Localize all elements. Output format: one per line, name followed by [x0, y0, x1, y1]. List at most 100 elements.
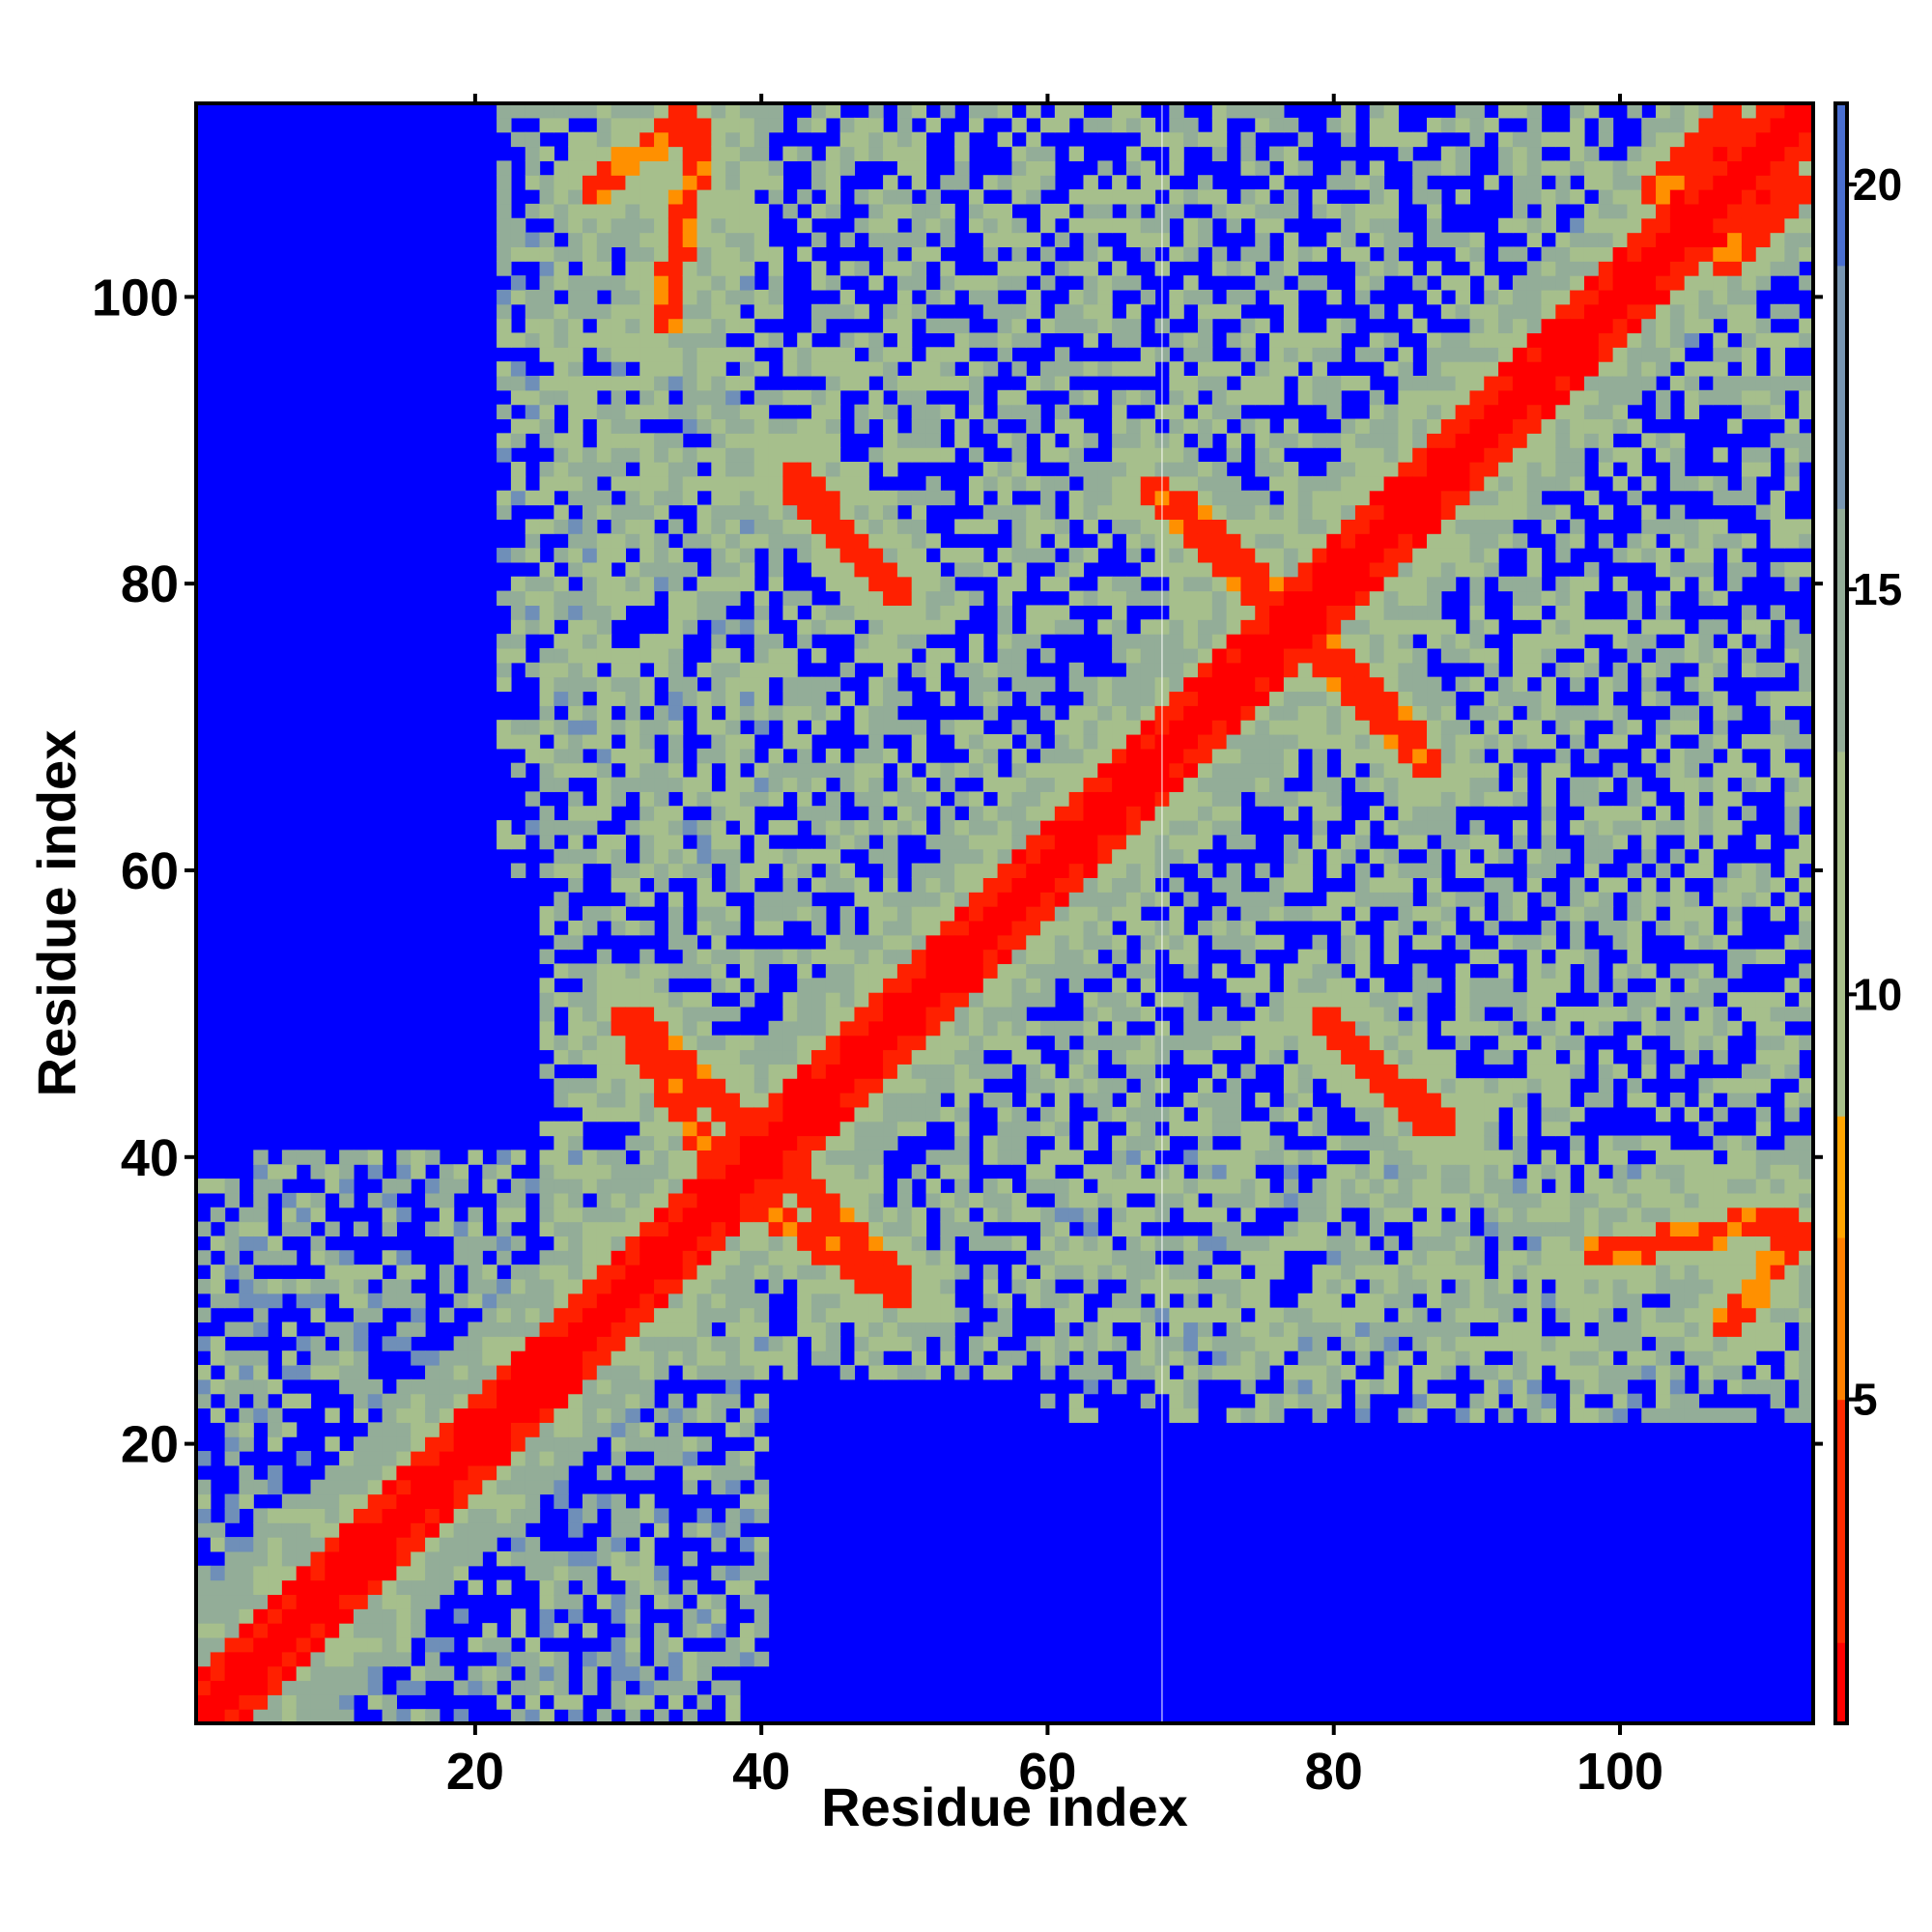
heatmap-cell [1068, 318, 1085, 334]
heatmap-cell [1226, 389, 1242, 406]
heatmap-cell [1068, 1250, 1085, 1265]
heatmap-cell [425, 1493, 440, 1509]
heatmap-cell [453, 1293, 469, 1309]
heatmap-cell [997, 634, 1012, 649]
heatmap-cell [668, 1020, 684, 1037]
heatmap-cell [525, 375, 541, 391]
heatmap-cell [711, 232, 726, 248]
heatmap-cell [854, 590, 869, 607]
heatmap-cell [1197, 1179, 1213, 1194]
heatmap-cell [468, 1436, 483, 1452]
heatmap-cell [582, 1006, 598, 1022]
heatmap-cell [497, 1550, 512, 1567]
heatmap-cell [468, 1236, 483, 1251]
heatmap-cell [639, 748, 655, 764]
heatmap-cell [797, 347, 812, 362]
heatmap-cell [753, 1192, 770, 1208]
heatmap-cell [883, 877, 898, 893]
heatmap-cell [1269, 777, 1285, 792]
heatmap-cell [911, 203, 927, 219]
heatmap-cell [825, 576, 841, 592]
heatmap-cell [639, 1278, 655, 1294]
heatmap-cell [1125, 1236, 1142, 1251]
heatmap-cell [611, 777, 627, 792]
heatmap-cell [625, 318, 640, 334]
heatmap-cell [997, 647, 1012, 664]
heatmap-cell [1326, 992, 1342, 1008]
heatmap-cell [696, 475, 712, 492]
heatmap-cell [1026, 404, 1041, 420]
heatmap-cell [1383, 361, 1399, 377]
heatmap-cell [525, 404, 541, 420]
heatmap-cell [1240, 1378, 1256, 1395]
heatmap-cell [896, 261, 913, 276]
heatmap-cell [596, 1006, 612, 1022]
heatmap-cell [968, 389, 984, 406]
heatmap-cell [1183, 1307, 1199, 1323]
heatmap-cell [940, 647, 955, 664]
heatmap-cell [1369, 848, 1385, 865]
heatmap-cell [554, 1364, 569, 1380]
heatmap-cell [725, 160, 741, 176]
heatmap-cell [196, 1221, 212, 1237]
heatmap-cell [1354, 748, 1371, 764]
heatmap-cell [411, 1307, 426, 1323]
heatmap-cell [1211, 1264, 1228, 1280]
heatmap-cell [539, 189, 554, 205]
heatmap-cell [310, 1709, 326, 1724]
heatmap-cell [768, 1064, 783, 1079]
heatmap-cell [696, 1651, 712, 1667]
heatmap-cell [325, 1264, 340, 1280]
heatmap-cell [1383, 848, 1399, 865]
heatmap-cell [554, 1436, 569, 1452]
heatmap-cell [210, 1236, 226, 1251]
heatmap-cell [510, 217, 526, 234]
heatmap-cell [1297, 605, 1314, 620]
heatmap-cell [696, 1093, 712, 1108]
heatmap-cell [1054, 1121, 1070, 1137]
heatmap-cell [568, 1264, 583, 1280]
heatmap-cell [1297, 433, 1314, 448]
heatmap-cell [1169, 662, 1184, 678]
heatmap-cell [1140, 834, 1156, 850]
heatmap-cell [997, 131, 1012, 148]
heatmap-cell [453, 1236, 469, 1251]
heatmap-cell [654, 978, 669, 993]
heatmap-cell [239, 1680, 254, 1695]
heatmap-cell [1326, 791, 1342, 807]
heatmap-cell [1312, 433, 1327, 448]
heatmap-cell [1097, 217, 1113, 234]
heatmap-cell [1269, 361, 1285, 377]
heatmap-cell [1312, 375, 1327, 391]
heatmap-cell [725, 1293, 741, 1309]
heatmap-cell [325, 1321, 340, 1337]
heatmap-cell [811, 1078, 827, 1094]
heatmap-cell [625, 418, 640, 434]
heatmap-cell [596, 1464, 612, 1481]
heatmap-cell [582, 146, 598, 161]
heatmap-cell [525, 1464, 541, 1481]
heatmap-cell [725, 1192, 741, 1208]
heatmap-cell [1068, 934, 1085, 951]
heatmap-cell [1354, 1192, 1371, 1208]
heatmap-cell [439, 1508, 455, 1523]
heatmap-cell [1326, 318, 1342, 334]
heatmap-cell [382, 1550, 397, 1567]
heatmap-cell [682, 1192, 698, 1208]
heatmap-cell [596, 1407, 612, 1423]
heatmap-cell [711, 934, 726, 951]
heatmap-cell [725, 806, 741, 821]
heatmap-cell [1197, 1150, 1213, 1165]
heatmap-cell [639, 848, 655, 865]
heatmap-cell [1312, 992, 1327, 1008]
heatmap-cell [1169, 1350, 1184, 1366]
heatmap-cell [625, 1236, 640, 1251]
heatmap-cell [911, 892, 927, 907]
heatmap-cell [411, 1451, 426, 1466]
heatmap-cell [639, 246, 655, 262]
heatmap-cell [896, 490, 913, 506]
heatmap-cell [281, 1422, 298, 1437]
heatmap-cell [982, 1264, 999, 1280]
heatmap-cell [868, 1078, 884, 1094]
heatmap-cell [753, 1093, 770, 1108]
